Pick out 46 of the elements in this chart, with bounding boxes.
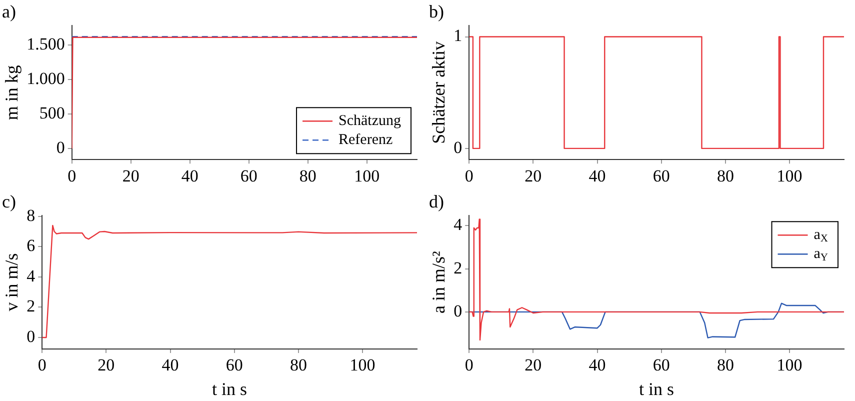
y-tick-label: 1.000 — [26, 68, 65, 88]
y-tick-label: 4 — [26, 266, 36, 286]
legend-label: Referenz — [338, 132, 393, 148]
x-tick-label: 100 — [776, 356, 802, 375]
y-tick-label: 0 — [454, 138, 462, 157]
x-tick-label: 20 — [98, 356, 115, 375]
x-axis-title: t in s — [639, 378, 674, 399]
x-tick-label: 80 — [716, 356, 734, 375]
x-tick-label: 20 — [524, 356, 542, 375]
chart-title: a) — [2, 2, 16, 22]
x-tick-label: 40 — [588, 166, 606, 186]
x-tick-label: 80 — [290, 356, 307, 375]
y-tick-label: 6 — [26, 236, 36, 256]
x-tick-label: 100 — [776, 166, 802, 186]
x-tick-label: 40 — [181, 166, 198, 186]
y-tick-label: 0 — [26, 326, 36, 346]
y-axis-title: m in kg — [2, 65, 22, 120]
y-tick-label: 1 — [454, 26, 462, 46]
y-tick-label: 0 — [56, 138, 65, 158]
x-tick-label: 60 — [652, 166, 670, 186]
y-tick-label: 500 — [39, 103, 65, 122]
x-tick-label: 80 — [299, 166, 316, 186]
chart-title: c) — [2, 192, 16, 212]
chart-title: b) — [429, 2, 444, 22]
y-tick-label: 8 — [26, 206, 36, 225]
x-tick-label: 80 — [716, 166, 734, 186]
x-tick-label: 100 — [354, 166, 380, 186]
y-axis-title: a in m/s² — [428, 251, 449, 314]
x-tick-label: 60 — [652, 356, 670, 375]
x-axis-title: t in s — [212, 378, 248, 399]
y-tick-label: 2 — [26, 296, 36, 316]
x-tick-label: 60 — [240, 166, 258, 186]
y-axis-title: v in m/s — [2, 253, 22, 312]
y-tick-label: 0 — [454, 301, 462, 320]
x-tick-label: 100 — [350, 356, 376, 375]
legend-label: Schätzung — [338, 113, 402, 130]
x-tick-label: 40 — [588, 356, 606, 375]
y-tick-label: 2 — [454, 258, 462, 278]
y-tick-label: 1.500 — [26, 34, 65, 54]
x-tick-label: 20 — [122, 166, 140, 186]
x-tick-label: 20 — [524, 166, 542, 186]
y-axis-title: Schätzer aktiv — [428, 41, 449, 144]
y-tick-label: 4 — [454, 215, 463, 234]
chart-title: d) — [429, 192, 444, 212]
x-tick-label: 60 — [226, 356, 243, 375]
x-tick-label: 40 — [162, 356, 179, 375]
